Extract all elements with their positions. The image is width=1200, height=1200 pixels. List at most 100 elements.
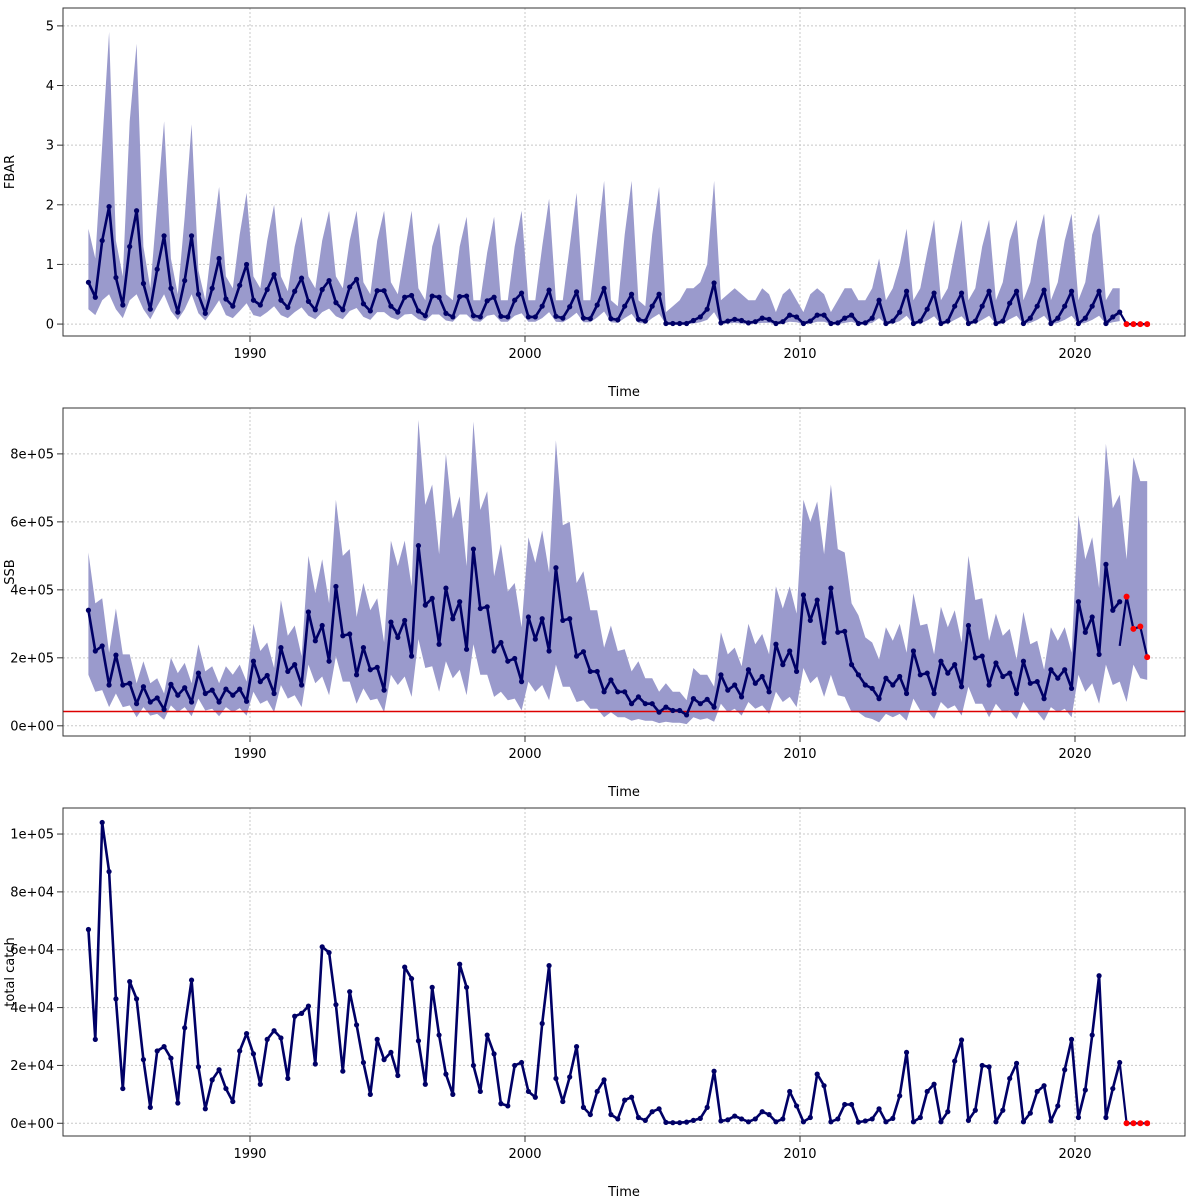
data-point: [690, 696, 697, 702]
axes-fbar: 1990 2000 2010 2020 0 1 2 3 4 5: [46, 7, 1186, 362]
data-point: [787, 648, 793, 654]
data-point: [993, 320, 999, 327]
data-point: [780, 1116, 786, 1122]
data-point: [938, 658, 944, 664]
data-point: [333, 583, 339, 590]
data-point: [92, 294, 98, 300]
data-point: [635, 694, 642, 700]
data-point: [814, 597, 820, 603]
data-point: [470, 546, 477, 552]
data-point: [924, 306, 930, 312]
y-tick-label: 2e+04: [10, 1059, 54, 1074]
data-point: [505, 1103, 511, 1109]
data-point: [518, 679, 525, 685]
data-point: [99, 237, 105, 244]
data-point: [113, 274, 119, 281]
data-point: [1055, 315, 1061, 321]
data-point: [780, 662, 786, 668]
y-tick-label: 1e+05: [10, 828, 54, 843]
xlabel-fbar: Time: [607, 385, 640, 400]
data-point: [690, 317, 697, 324]
data-point: [319, 622, 325, 629]
data-point: [876, 696, 882, 702]
data-point: [312, 307, 318, 313]
data-point: [216, 1067, 222, 1073]
data-point: [340, 1068, 346, 1074]
data-point: [120, 302, 126, 308]
data-point: [477, 605, 483, 612]
data-point: [1089, 614, 1095, 620]
data-point: [285, 1075, 291, 1082]
y-tick-label: 0e+00: [10, 1117, 54, 1132]
data-point: [470, 313, 477, 319]
data-point: [298, 275, 305, 281]
data-point: [759, 673, 765, 680]
data-point: [553, 313, 559, 319]
data-point: [415, 543, 422, 549]
data-point: [972, 318, 978, 324]
data-point: [883, 320, 889, 327]
data-point: [271, 690, 277, 697]
data-point: [1068, 685, 1075, 692]
plot-frame: [62, 407, 1186, 737]
data-point: [1027, 315, 1033, 321]
data-point: [340, 307, 346, 313]
data-point: [175, 1100, 181, 1106]
data-point: [793, 668, 800, 675]
data-point: [99, 643, 105, 649]
x-tick-label: 2000: [508, 347, 541, 362]
y-tick-label: 4e+04: [10, 1001, 54, 1016]
data-point: [395, 634, 401, 641]
data-point: [965, 320, 972, 327]
data-point: [525, 614, 532, 620]
forecast-point: [1137, 623, 1144, 630]
data-point: [182, 1025, 188, 1031]
data-point: [656, 291, 662, 297]
forecast-point: [1144, 654, 1151, 661]
data-point: [704, 696, 710, 702]
data-point: [223, 686, 229, 692]
data-point: [147, 699, 153, 705]
data-point: [195, 1064, 202, 1070]
data-point: [573, 1044, 580, 1050]
data-point: [188, 977, 195, 983]
data-point: [958, 1037, 965, 1043]
data-point: [1068, 288, 1075, 294]
data-point: [800, 592, 807, 598]
x-tick-label: 2020: [1058, 747, 1091, 762]
data-point: [85, 279, 92, 285]
data-point: [608, 316, 614, 322]
data-point: [99, 819, 105, 826]
data-point: [298, 682, 305, 688]
data-point: [1103, 1114, 1109, 1121]
data-point: [1082, 629, 1088, 635]
data-point: [835, 629, 841, 635]
data-point: [807, 1114, 813, 1121]
data-point: [429, 984, 435, 990]
data-point: [257, 679, 263, 685]
data-point: [732, 682, 738, 688]
data-point: [1110, 314, 1116, 320]
y-tick-label: 8e+04: [10, 885, 54, 900]
data-point: [835, 1116, 841, 1122]
data-point: [539, 1020, 545, 1027]
data-point: [580, 1104, 587, 1110]
data-point: [979, 653, 985, 659]
data-point: [945, 670, 951, 676]
data-point: [113, 652, 119, 658]
data-point: [161, 1044, 167, 1050]
data-point: [1062, 303, 1068, 309]
data-point: [704, 1104, 710, 1110]
data-point: [910, 320, 917, 327]
data-point: [127, 978, 133, 985]
data-point: [436, 294, 442, 300]
data-point: [1096, 651, 1102, 658]
data-point: [230, 692, 236, 698]
data-point: [567, 616, 573, 622]
data-point: [814, 1071, 820, 1077]
data-point: [525, 314, 532, 320]
data-point: [965, 622, 972, 629]
data-point: [683, 1119, 690, 1125]
data-point: [209, 687, 215, 693]
data-point: [127, 680, 133, 686]
